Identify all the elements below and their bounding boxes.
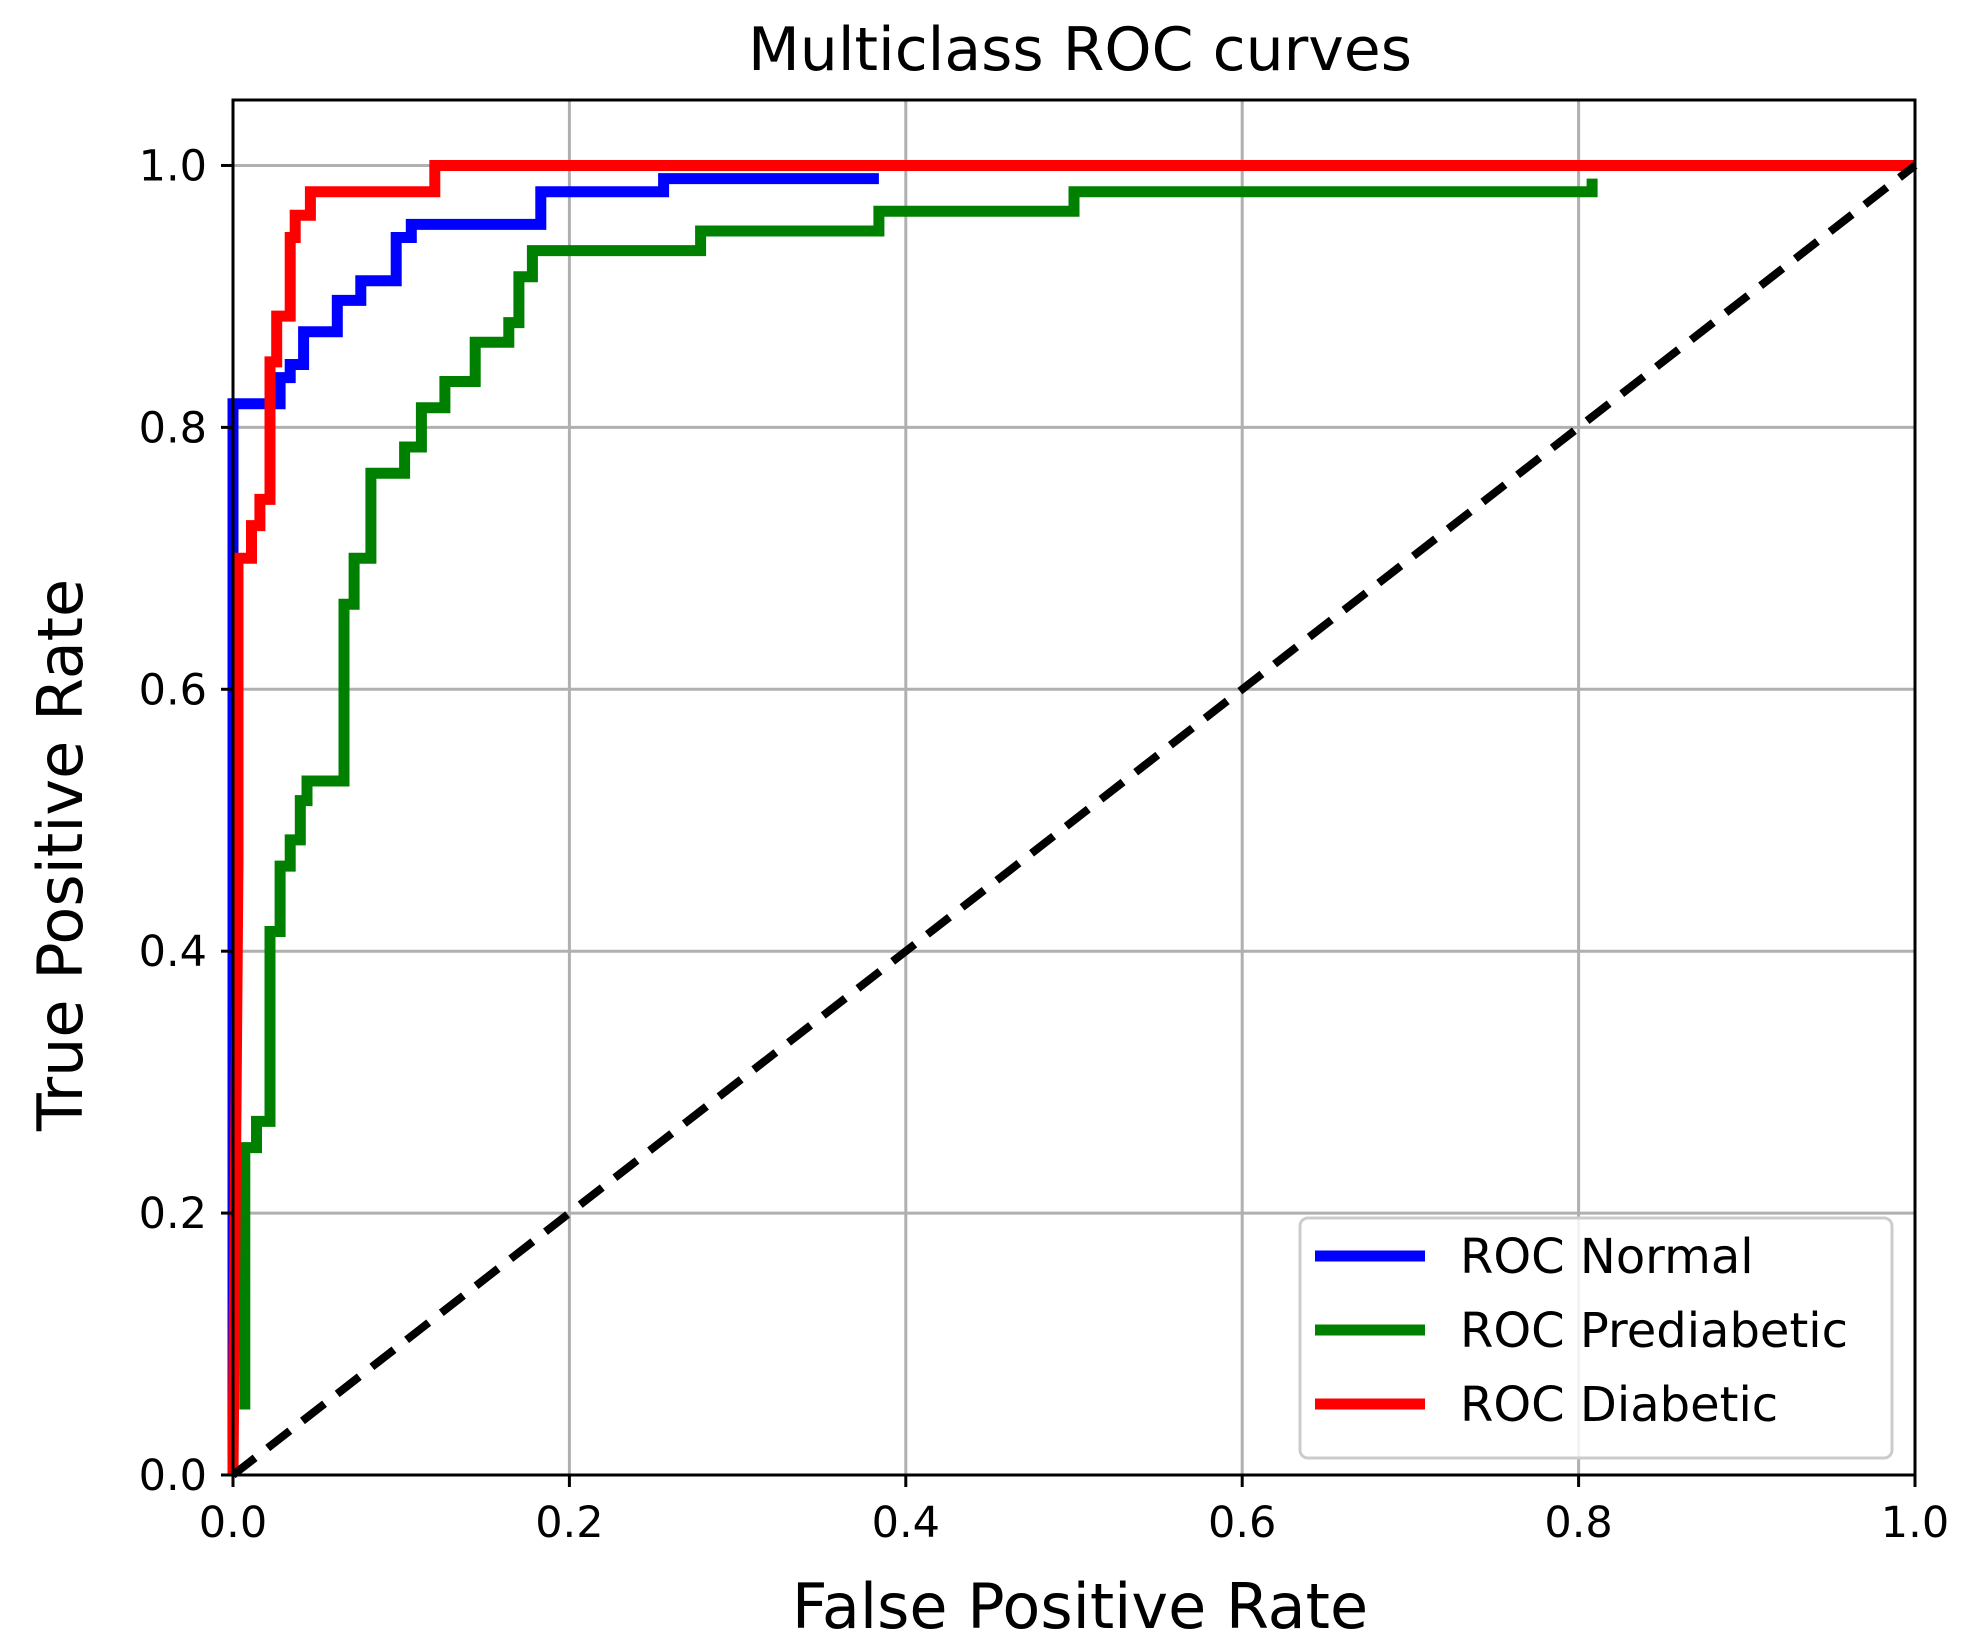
- plot-area: [227, 160, 1918, 1479]
- x-tick-label: 0.2: [535, 1498, 603, 1548]
- x-axis-label: False Positive Rate: [792, 1570, 1368, 1643]
- x-tick-label: 0.0: [199, 1498, 267, 1548]
- series-line-roc-normal: [227, 173, 879, 1475]
- y-tick-label: 0.4: [139, 927, 207, 977]
- legend-label-roc-diabetic: ROC Diabetic: [1460, 1377, 1778, 1433]
- legend-label-roc-normal: ROC Normal: [1460, 1229, 1754, 1285]
- x-tick-label: 0.8: [1544, 1498, 1612, 1548]
- legend-label-roc-prediabetic: ROC Prediabetic: [1460, 1303, 1848, 1359]
- y-tick-label: 0.8: [139, 403, 207, 453]
- grid-lines: [231, 100, 1917, 1477]
- x-tick-label: 1.0: [1881, 1498, 1949, 1548]
- x-axis-ticks: 0.0 0.2 0.4 0.6 0.8 1.0: [199, 1475, 1949, 1548]
- series-line-roc-diabetic: [227, 160, 1915, 1476]
- x-tick-label: 0.4: [872, 1498, 940, 1548]
- legend: ROC Normal ROC Prediabetic ROC Diabetic: [1298, 1216, 1894, 1460]
- y-axis-label: True Positive Rate: [24, 579, 97, 1132]
- series-line-roc-prediabetic: [239, 178, 1598, 1410]
- y-tick-label: 0.6: [139, 665, 207, 715]
- chart-title: Multiclass ROC curves: [748, 15, 1412, 85]
- plot-frame: [231, 98, 1917, 1477]
- y-tick-label: 1.0: [139, 141, 207, 191]
- legend-box: [1298, 1216, 1894, 1460]
- y-tick-label: 0.0: [139, 1451, 207, 1501]
- y-tick-label: 0.2: [139, 1189, 207, 1239]
- y-axis-ticks: 0.0 0.2 0.4 0.6 0.8 1.0: [139, 141, 233, 1501]
- x-tick-label: 0.6: [1208, 1498, 1276, 1548]
- reference-diagonal-line: [230, 162, 1918, 1479]
